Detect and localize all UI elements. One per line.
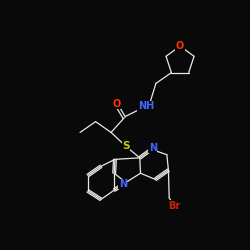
Text: Br: Br [168, 200, 181, 210]
Text: N: N [149, 143, 157, 153]
Text: O: O [112, 99, 120, 109]
Text: O: O [176, 41, 184, 51]
Text: S: S [122, 141, 130, 151]
Text: NH: NH [138, 101, 154, 111]
Text: N: N [119, 179, 127, 189]
